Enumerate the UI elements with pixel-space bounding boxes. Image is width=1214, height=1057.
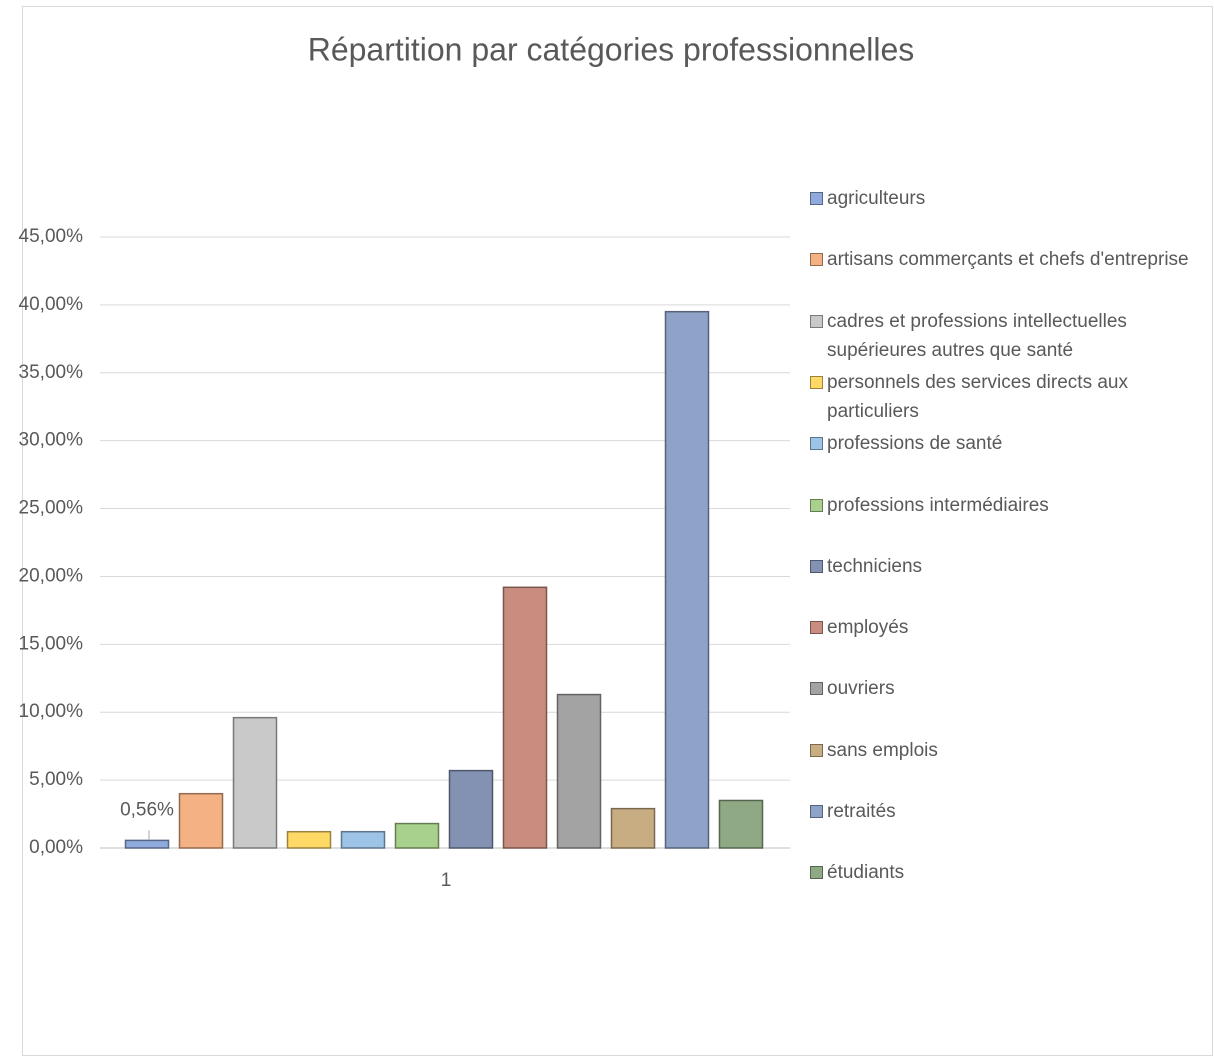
legend-item: ouvriers (810, 674, 1200, 703)
legend-swatch (810, 253, 823, 267)
legend-swatch (810, 314, 823, 328)
legend-item: artisans commerçants et chefs d'entrepri… (810, 245, 1200, 274)
legend-item: professions intermédiaires (810, 491, 1200, 520)
legend-item: employés (810, 613, 1200, 642)
legend-swatch (810, 621, 823, 635)
legend-item: étudiants (810, 858, 1200, 887)
bar (502, 586, 548, 849)
legend-label: étudiants (827, 862, 905, 884)
legend-swatch (810, 498, 823, 512)
x-tick-label: 1 (441, 870, 452, 891)
y-tick-label: 0,00% (29, 837, 83, 858)
bar (178, 792, 224, 849)
legend-label: sans emplois (827, 739, 938, 761)
legend-label: artisans commerçants et chefs d'entrepri… (827, 249, 1189, 271)
bar (124, 839, 170, 849)
legend-swatch (810, 437, 823, 451)
y-tick-label: 45,00% (19, 226, 84, 247)
legend-label: professions intermédiaires (827, 494, 1049, 516)
bar (610, 807, 656, 849)
y-tick-label: 25,00% (19, 498, 84, 519)
bar (556, 693, 602, 849)
chart-border (22, 6, 1213, 1056)
bar (718, 799, 764, 849)
bar (394, 822, 440, 849)
bar (448, 769, 494, 849)
y-tick-label: 10,00% (19, 701, 84, 722)
legend-item: retraités (810, 797, 1200, 826)
legend-label: ouvriers (827, 678, 895, 700)
y-tick-label: 20,00% (19, 565, 84, 586)
legend-swatch (810, 743, 823, 757)
legend-item: cadres et professions intellectuelles su… (810, 307, 1200, 365)
legend-swatch (810, 866, 823, 880)
data-label: 0,56% (120, 799, 174, 820)
bar (232, 716, 278, 849)
chart-title: Répartition par catégories professionnel… (308, 31, 915, 67)
legend-label: techniciens (827, 555, 923, 577)
legend-item: personnels des services directs aux part… (810, 368, 1200, 426)
legend-swatch (810, 805, 823, 818)
bar (286, 830, 332, 849)
legend-swatch (810, 682, 823, 696)
legend-item: professions de santé (810, 429, 1200, 458)
legend-swatch (810, 375, 823, 389)
legend-label: employés (827, 617, 909, 639)
legend-swatch (810, 192, 823, 205)
legend-item: techniciens (810, 552, 1200, 581)
legend-label: personnels des services directs aux part… (827, 371, 1128, 422)
y-tick-label: 40,00% (19, 294, 84, 315)
y-tick-label: 35,00% (19, 362, 84, 383)
bar (340, 830, 386, 849)
y-tick-label: 5,00% (29, 769, 83, 790)
legend-label: professions de santé (827, 433, 1003, 455)
y-tick-label: 15,00% (19, 633, 84, 654)
y-tick-label: 30,00% (19, 430, 84, 451)
legend-item: agriculteurs (810, 184, 1200, 213)
bar (664, 310, 710, 849)
legend-label: cadres et professions intellectuelles su… (827, 310, 1127, 361)
legend-item: sans emplois (810, 736, 1200, 765)
legend-label: agriculteurs (827, 188, 926, 209)
legend-label: retraités (827, 801, 896, 822)
legend-swatch (810, 559, 823, 573)
